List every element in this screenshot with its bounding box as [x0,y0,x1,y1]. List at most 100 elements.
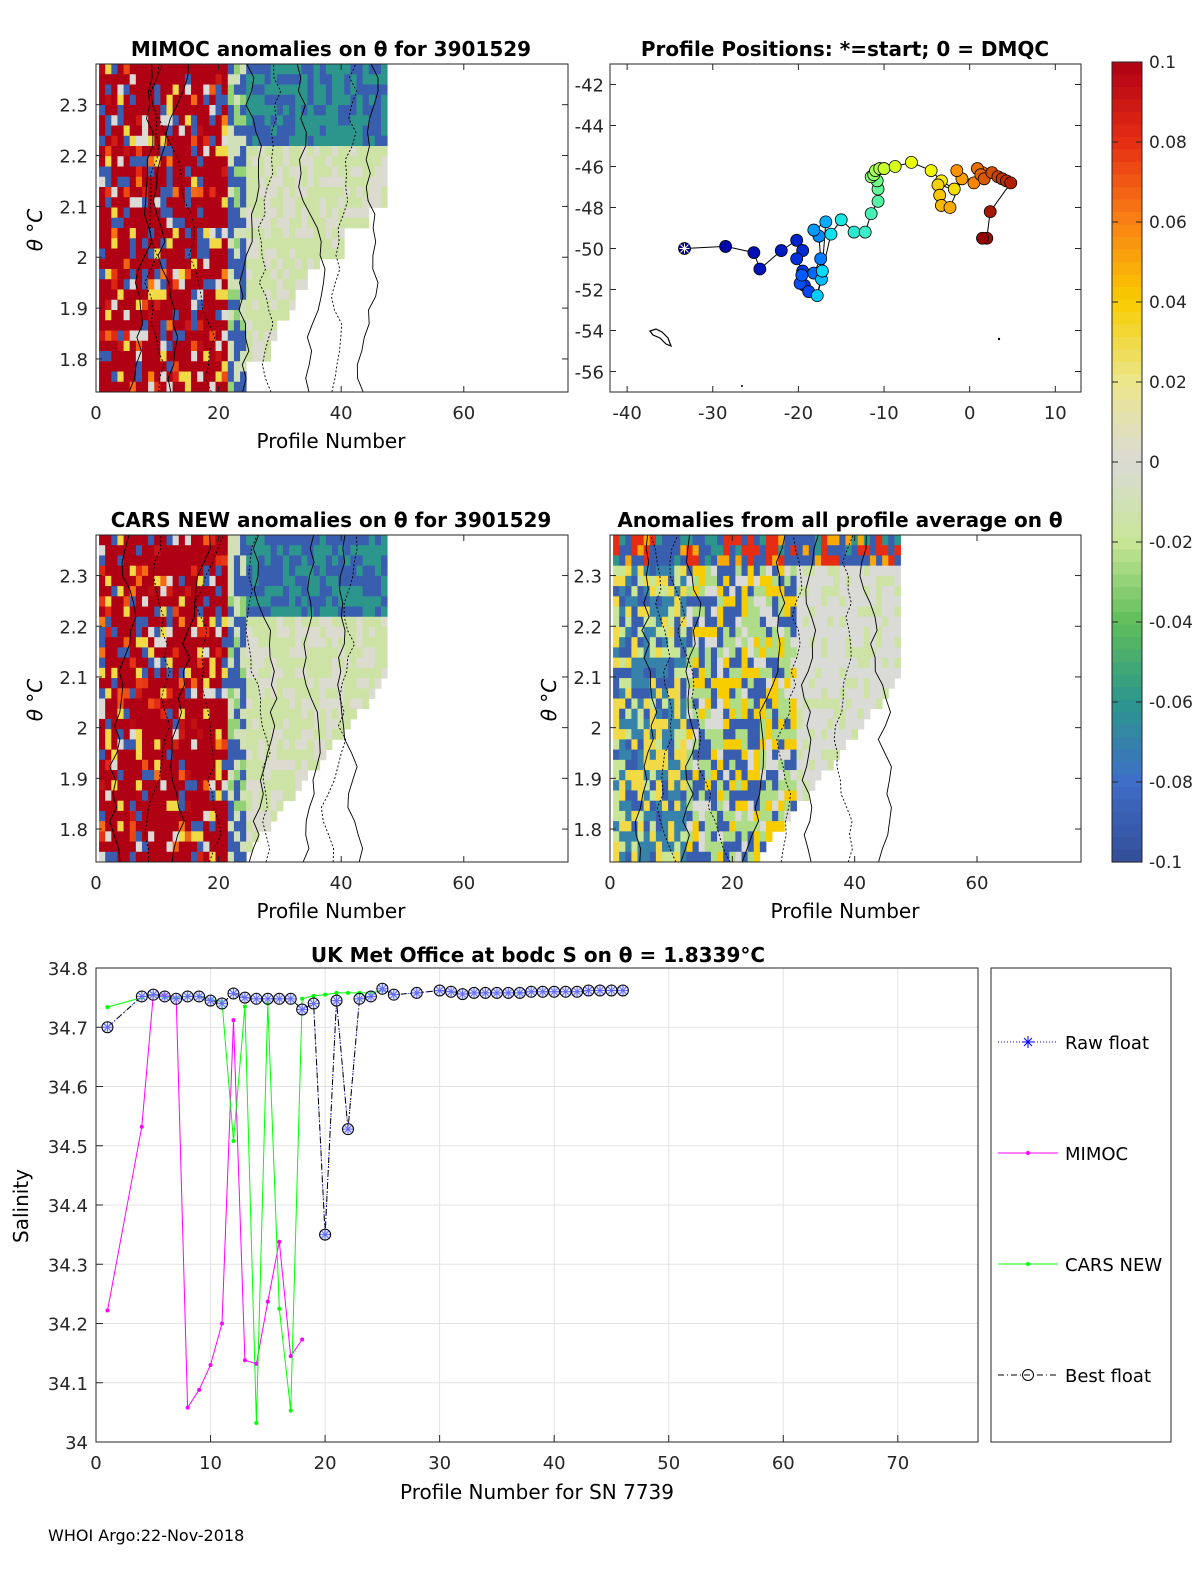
heatmap-cell [698,739,706,750]
heatmap-cell [741,810,749,822]
heatmap-cell [289,739,296,750]
heatmap-cell [282,310,290,321]
heatmap-cell [123,841,131,853]
heatmap-cell [264,94,272,106]
heatmap-cell [301,135,308,147]
heatmap-cell [784,688,791,699]
heatmap-cell [135,831,143,842]
heatmap-cell [680,698,687,710]
heatmap-cell [270,156,278,167]
heatmap-cell [869,678,877,689]
heatmap-cell [221,790,229,802]
heatmap-cell [753,698,761,710]
heatmap-cell [319,688,327,699]
heatmap-cell [282,125,290,137]
heatmap-cell [141,351,149,362]
heatmap-cell [276,678,284,689]
heatmap-cell [374,657,382,669]
heatmap-cell [295,657,302,669]
heatmap-cell [203,851,210,862]
y-tick-label: -46 [575,158,604,179]
heatmap-cell [765,790,773,802]
colorbar-swatch [1112,812,1142,826]
heatmap-cell [117,94,124,106]
heatmap-cell [625,596,632,607]
heatmap-cell [154,289,161,301]
heatmap-cell [753,821,761,832]
heatmap-cell [148,565,155,577]
heatmap-cell [863,698,871,710]
heatmap-cell [209,851,216,862]
heatmap-cell [172,269,180,280]
heatmap-cell [637,780,645,791]
series-line-mimoc [107,994,303,1410]
data-point [334,990,339,995]
heatmap-cell [178,228,186,239]
heatmap-cell [790,616,797,628]
heatmap-cell [264,688,272,699]
heatmap-cell [264,657,272,669]
heatmap-cell [160,729,167,740]
heatmap-cell [723,545,730,556]
heatmap-cell [625,718,632,730]
heatmap-cell [184,351,192,362]
heatmap-cell [319,575,327,587]
heatmap-cell [613,657,620,669]
heatmap-cell [613,708,620,720]
colorbar-swatch [1112,574,1142,588]
heatmap-cell [655,667,663,679]
data-point [605,984,618,997]
heatmap-cell [319,176,327,188]
heatmap-cell [111,74,118,85]
heatmap-cell [227,606,235,618]
heatmap-cell [643,688,651,699]
heatmap-cell [160,698,167,710]
heatmap-cell [350,555,357,567]
heatmap-cell [876,667,883,679]
heatmap-cell [148,176,155,188]
contour-line [150,64,216,392]
heatmap-cell [221,565,229,577]
heatmap-cell [332,575,339,587]
heatmap-cell [790,729,797,740]
heatmap-cell [765,718,773,730]
profile-marker [1004,176,1018,190]
heatmap-cell [141,851,149,862]
heatmap-cell [368,626,376,638]
heatmap-cell [784,667,791,679]
heatmap-cell [240,616,247,628]
heatmap-cell [729,626,736,638]
heatmap-cell [784,596,791,607]
heatmap-cell [282,647,290,659]
heatmap-cell [215,310,223,321]
heatmap-cell [307,115,315,126]
heatmap-cell [258,586,265,597]
heatmap-cell [882,565,889,577]
heatmap-cell [888,657,895,669]
heatmap-cell [258,156,265,167]
heatmap-cell [258,647,265,659]
heatmap-cell [105,84,112,96]
heatmap-cell [802,637,810,648]
heatmap-cell [637,749,645,761]
heatmap-cell [851,545,859,556]
heatmap-cell [289,545,296,556]
heatmap-cell [368,94,376,106]
heatmap-cell [857,667,865,679]
heatmap-cell [191,729,198,740]
heatmap-cell [295,688,302,699]
heatmap-cell [319,238,327,249]
heatmap-cell [209,269,216,280]
contour-line [330,64,358,392]
heatmap-cell [221,851,229,862]
heatmap-cell [325,105,333,116]
heatmap-cell [729,575,736,587]
heatmap-cell [381,626,388,638]
heatmap-cell [172,84,180,96]
heatmap-cell [141,269,149,280]
heatmap-cell [123,176,131,188]
heatmap-cell [117,125,124,137]
heatmap-cell [178,207,186,219]
heatmap-cell [643,800,651,812]
heatmap-cell [227,115,235,126]
